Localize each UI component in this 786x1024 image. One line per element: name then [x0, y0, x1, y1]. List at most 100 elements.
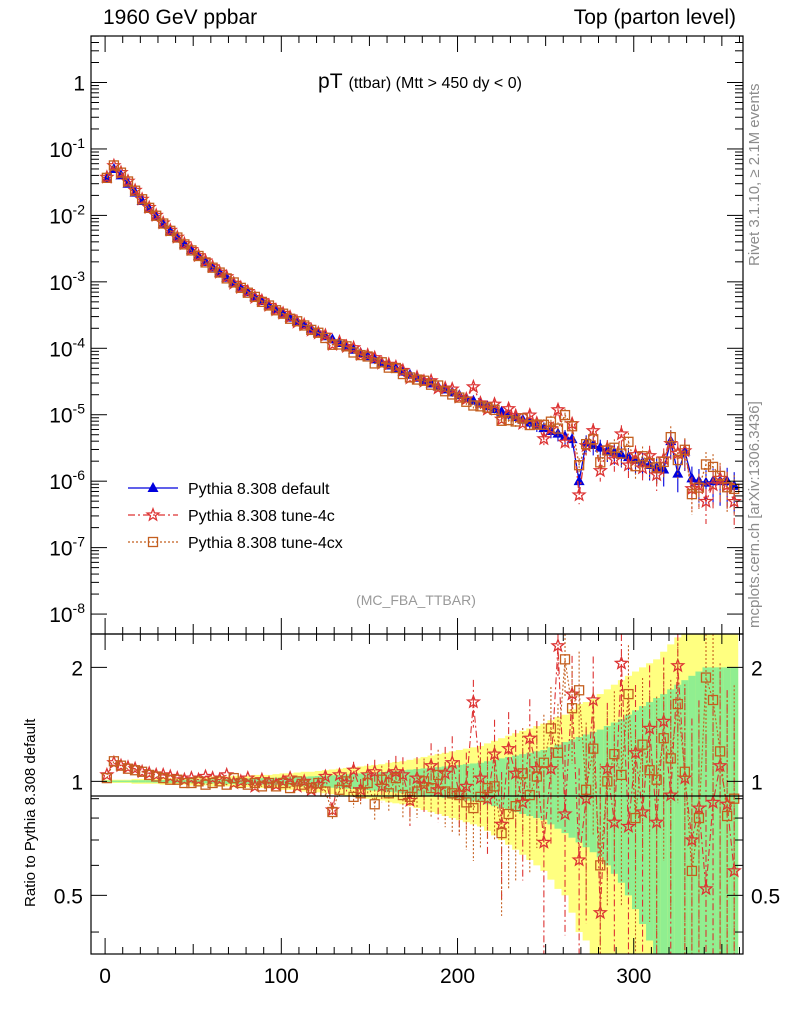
- ratio-point: [409, 770, 425, 785]
- header-right: Top (parton level): [573, 6, 736, 29]
- ratio-point: [486, 746, 503, 761]
- band-green: [335, 774, 344, 789]
- ratio-point: [693, 812, 705, 824]
- band-green: [427, 767, 436, 797]
- data-point: [613, 425, 630, 441]
- legend-marker: [147, 482, 159, 492]
- ratio-point: [644, 765, 655, 776]
- band-green: [350, 773, 358, 790]
- band-green: [159, 780, 168, 783]
- ratio-point: [193, 776, 204, 787]
- ratio-point: [200, 779, 211, 790]
- data-point: [179, 239, 190, 250]
- ratio-point: [630, 812, 641, 824]
- data-point: [531, 419, 542, 430]
- data-point: [729, 483, 740, 495]
- title-sub: (ttbar) (Mtt > 450 dy < 0): [349, 75, 522, 92]
- data-point: [172, 232, 183, 243]
- ratio-point: [573, 685, 585, 696]
- band-green: [103, 780, 111, 783]
- ratio-point: [510, 801, 521, 812]
- series-2: [99, 157, 742, 529]
- ratio-point: [263, 777, 275, 789]
- ratio-point: [235, 777, 246, 789]
- data-point: [496, 415, 507, 426]
- data-point: [397, 368, 409, 380]
- ratio-point: [444, 754, 460, 770]
- data-point: [557, 434, 573, 449]
- ratio-point: [162, 768, 178, 783]
- ratio-point: [475, 791, 486, 803]
- band-green: [202, 779, 210, 784]
- ratio-point: [296, 773, 312, 788]
- ratio-point: [595, 860, 606, 871]
- ratio-point: [362, 777, 373, 789]
- data-point: [698, 493, 714, 508]
- data-point: [571, 486, 587, 502]
- ratio-point: [461, 797, 472, 808]
- data-point: [228, 277, 239, 288]
- ratio-point: [522, 730, 538, 745]
- ratio-point: [571, 851, 587, 867]
- data-point: [165, 225, 176, 236]
- ratio-point: [341, 776, 352, 787]
- data-point: [129, 185, 141, 196]
- data-point: [536, 430, 552, 446]
- band-green: [124, 780, 133, 783]
- data-point: [108, 160, 120, 171]
- ratio-point: [334, 784, 345, 795]
- data-point: [602, 445, 613, 456]
- data-point: [522, 407, 538, 422]
- ratio-point: [658, 733, 669, 744]
- plot-title: pT (ttbar) (Mtt > 450 dy < 0): [318, 70, 522, 93]
- ratio-point: [136, 766, 148, 777]
- band-green: [589, 732, 598, 853]
- data-point: [538, 419, 550, 430]
- ratio-point: [588, 743, 599, 754]
- y-tick-label: 10-4: [49, 334, 85, 361]
- ratio-point: [369, 799, 380, 810]
- data-point: [348, 347, 359, 358]
- band-green: [180, 779, 189, 784]
- ratio-point: [207, 777, 218, 789]
- band-green: [568, 739, 577, 838]
- band-green: [674, 684, 682, 954]
- ratio-point: [430, 781, 446, 797]
- band-green: [194, 779, 203, 784]
- band-green: [321, 775, 330, 788]
- ratio-point: [531, 771, 542, 782]
- data-point: [362, 351, 373, 362]
- data-point: [345, 339, 362, 355]
- ratio-point: [221, 779, 232, 790]
- ratio-point: [592, 904, 609, 920]
- ratio-point: [284, 782, 296, 794]
- data-point: [200, 257, 211, 268]
- ratio-point: [219, 766, 235, 782]
- data-point: [679, 444, 690, 455]
- data-point: [256, 296, 268, 308]
- ratio-point: [609, 748, 620, 760]
- ratio-point: [538, 757, 550, 768]
- ratio-point: [144, 769, 155, 781]
- ratio-point: [355, 788, 366, 799]
- band-green: [561, 742, 570, 834]
- legend-label: Pythia 8.308 default: [188, 481, 330, 498]
- data-point: [573, 475, 585, 486]
- data-point: [404, 372, 416, 383]
- title-main: pT: [318, 70, 343, 93]
- ratio-point: [418, 776, 430, 787]
- data-point: [468, 400, 479, 411]
- ratio-point: [566, 703, 578, 714]
- ratio-point: [299, 779, 310, 790]
- ratio-point: [637, 739, 648, 750]
- data-point: [721, 482, 733, 493]
- data-point: [367, 349, 383, 365]
- band-green: [230, 778, 238, 785]
- data-point: [151, 210, 162, 221]
- ratio-point: [489, 781, 500, 792]
- data-point: [411, 374, 423, 385]
- data-point: [500, 400, 517, 416]
- data-point: [306, 324, 317, 336]
- ratio-point: [122, 763, 134, 774]
- ratio-point: [550, 637, 566, 653]
